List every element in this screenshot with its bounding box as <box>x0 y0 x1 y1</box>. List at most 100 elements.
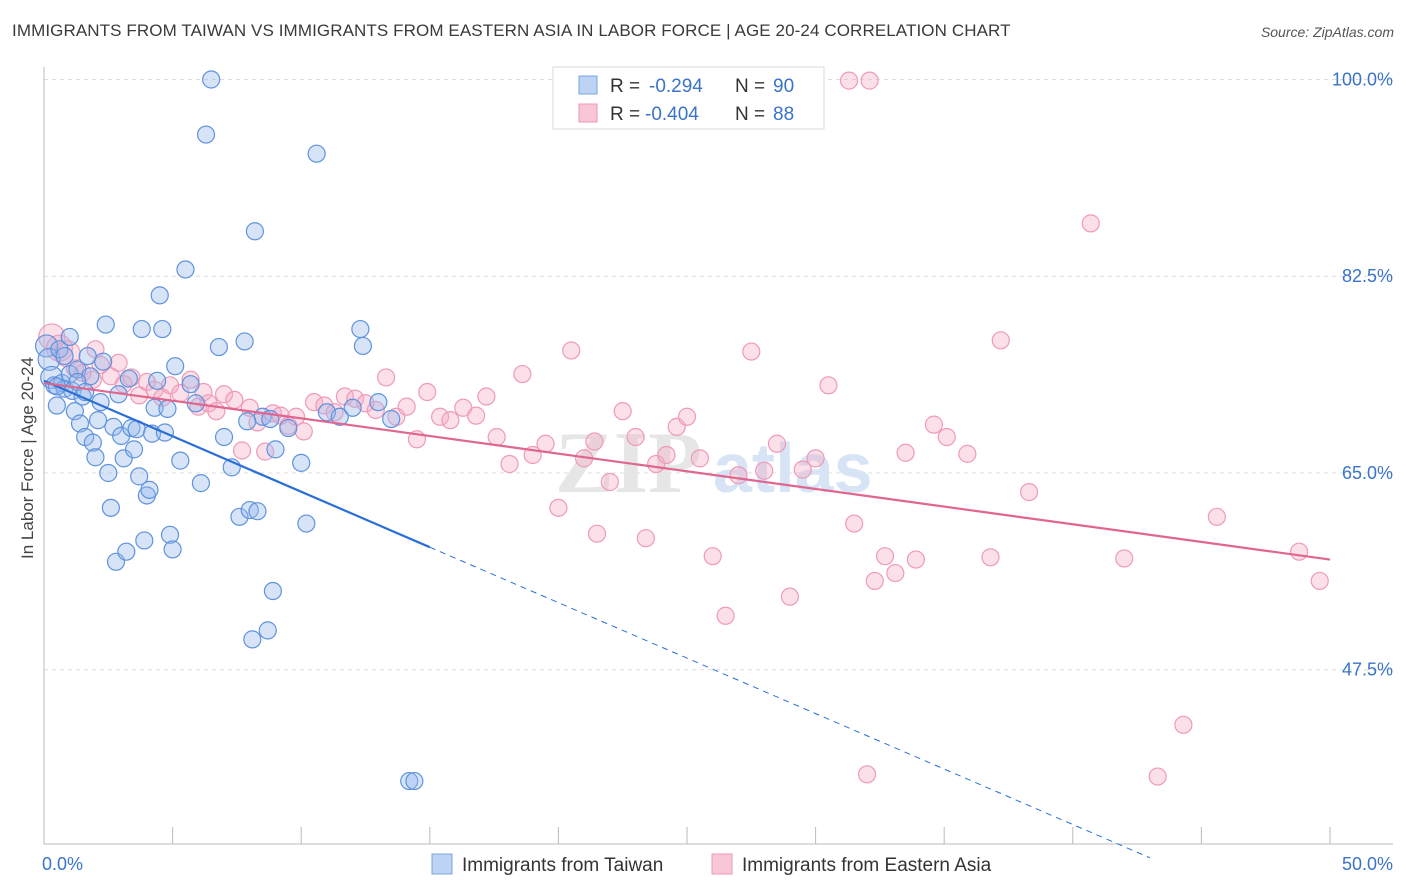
eastasia-point-21 <box>214 385 234 404</box>
eastasia-point-89 <box>1081 214 1100 233</box>
taiwan-point-65 <box>248 502 267 521</box>
taiwan-point-1 <box>37 347 61 372</box>
taiwan-series-swatch <box>431 853 453 875</box>
y-tick-label-2: 82.5% <box>1342 266 1393 286</box>
y-axis-label: In Labor Force | Age 20-24 <box>18 357 37 559</box>
eastasia-n-label: N = <box>735 104 765 125</box>
eastasia-point-8 <box>109 353 128 372</box>
taiwan-point-37 <box>135 531 154 550</box>
eastasia-point-65 <box>677 407 697 426</box>
taiwan-point-36 <box>132 319 151 339</box>
eastasia-point-55 <box>562 341 581 360</box>
eastasia-point-49 <box>487 427 506 447</box>
taiwan-trend-line <box>43 379 431 549</box>
y-tick-label-1: 65.0% <box>1342 463 1393 483</box>
taiwan-point-76 <box>343 398 362 417</box>
eastasia-point-81 <box>886 563 905 583</box>
taiwan-point-64 <box>245 222 265 241</box>
eastasia-point-90 <box>839 71 859 90</box>
taiwan-point-80 <box>382 409 401 429</box>
eastasia-r-label: R = <box>610 104 640 125</box>
eastasia-point-43 <box>418 382 437 402</box>
taiwan-point-72 <box>297 514 316 533</box>
eastasia-point-22 <box>225 390 244 410</box>
taiwan-r-label: R = <box>610 76 640 97</box>
eastasia-point-88 <box>991 331 1010 350</box>
correlation-legend: R = -0.294 N = 90 R = -0.404 N = 88 <box>552 66 825 130</box>
eastasia-point-39 <box>376 368 396 387</box>
eastasia-point-61 <box>636 529 655 548</box>
eastasia-point-79 <box>865 571 884 591</box>
eastasia-point-48 <box>477 387 496 406</box>
source-label: Source: ZipAtlas.com <box>1260 24 1394 40</box>
taiwan-point-21 <box>94 352 113 371</box>
taiwan-point-33 <box>124 440 144 459</box>
eastasia-point-44 <box>430 407 450 426</box>
taiwan-point-83 <box>60 327 79 347</box>
trend-lines <box>43 379 1331 859</box>
taiwan-point-52 <box>181 375 200 394</box>
eastasia-point-86 <box>958 444 977 463</box>
eastasia-series-label: Immigrants from Eastern Asia <box>742 855 992 876</box>
taiwan-n-label: N = <box>735 76 765 97</box>
eastasia-points <box>38 71 1329 786</box>
taiwan-r-value: -0.294 <box>649 76 703 97</box>
eastasia-point-96 <box>1207 507 1226 526</box>
eastasia-point-75 <box>806 449 825 468</box>
eastasia-point-76 <box>819 376 838 395</box>
taiwan-point-73 <box>307 144 326 163</box>
eastasia-point-78 <box>857 765 877 784</box>
eastasia-point-63 <box>657 445 676 465</box>
eastasia-point-97 <box>1290 542 1309 561</box>
taiwan-point-22 <box>96 315 115 334</box>
taiwan-point-49 <box>166 357 185 376</box>
eastasia-point-67 <box>703 547 722 566</box>
eastasia-legend-swatch <box>578 103 598 123</box>
eastasia-point-60 <box>626 427 645 447</box>
taiwan-point-62 <box>240 500 259 520</box>
chart-title: IMMIGRANTS FROM TAIWAN VS IMMIGRANTS FRO… <box>12 21 1011 40</box>
eastasia-point-58 <box>600 472 619 492</box>
eastasia-point-87 <box>981 548 1000 567</box>
taiwan-point-44 <box>153 319 172 339</box>
eastasia-point-92 <box>1019 482 1039 502</box>
taiwan-point-51 <box>176 260 195 279</box>
taiwan-point-35 <box>130 467 149 486</box>
taiwan-point-54 <box>191 474 210 493</box>
taiwan-point-60 <box>230 507 249 526</box>
eastasia-point-83 <box>906 550 926 569</box>
x-tick-label-max: 50.0% <box>1342 854 1393 874</box>
eastasia-point-94 <box>1148 767 1167 786</box>
eastasia-point-98 <box>1310 571 1329 591</box>
taiwan-point-78 <box>353 336 373 356</box>
eastasia-point-82 <box>896 443 915 462</box>
eastasia-point-93 <box>1115 549 1134 568</box>
axes <box>43 67 1393 845</box>
taiwan-points <box>34 70 424 791</box>
taiwan-point-43 <box>150 286 169 305</box>
eastasia-point-23 <box>232 441 252 460</box>
eastasia-point-70 <box>742 342 761 361</box>
x-tick-label-min: 0.0% <box>42 854 83 874</box>
y-tick-label-3: 100.0% <box>1332 69 1393 89</box>
taiwan-point-71 <box>292 453 311 472</box>
eastasia-point-71 <box>755 461 774 480</box>
eastasia-point-85 <box>937 427 956 447</box>
eastasia-point-66 <box>690 449 709 468</box>
eastasia-point-99 <box>585 432 604 451</box>
eastasia-point-32 <box>304 393 324 412</box>
eastasia-r-value: -0.404 <box>645 104 699 125</box>
eastasia-point-17 <box>181 370 200 389</box>
taiwan-point-63 <box>243 630 262 649</box>
taiwan-point-23 <box>99 463 118 483</box>
taiwan-point-39 <box>140 480 159 499</box>
eastasia-trend-line <box>43 381 1331 561</box>
taiwan-point-4 <box>47 396 66 415</box>
taiwan-point-31 <box>119 369 138 388</box>
eastasia-n-value: 88 <box>773 104 794 125</box>
taiwan-point-50 <box>171 451 190 470</box>
eastasia-point-0 <box>38 323 66 351</box>
grid-lines <box>44 78 1393 671</box>
taiwan-point-47 <box>160 525 180 544</box>
